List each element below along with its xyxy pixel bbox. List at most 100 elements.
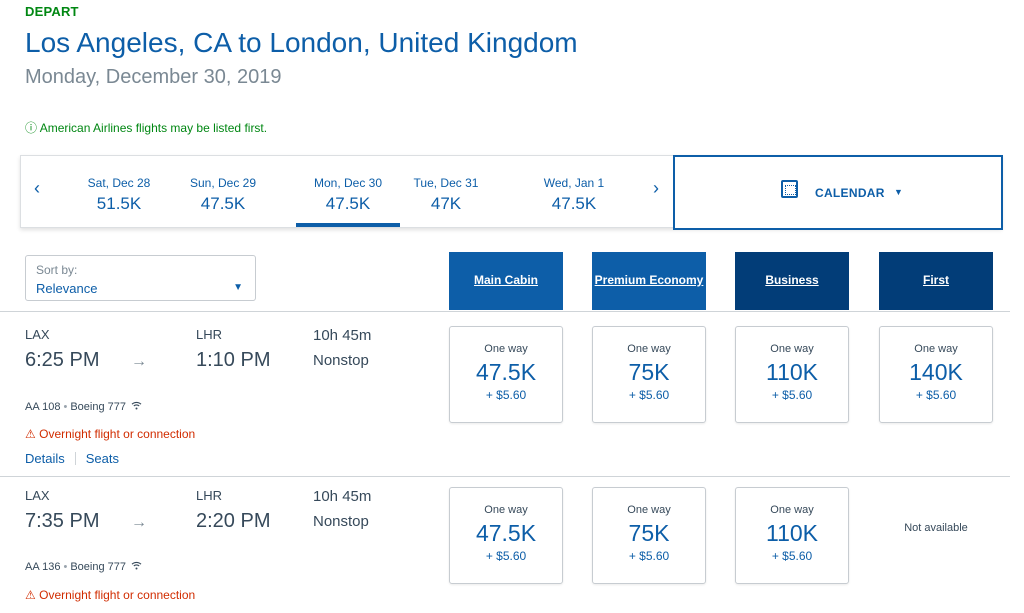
fare-tax: + $5.60 — [915, 388, 957, 402]
date-option-label: Tue, Dec 31 — [413, 176, 479, 190]
cabin-header-first[interactable]: First — [879, 252, 993, 310]
fare-tax: + $5.60 — [771, 549, 813, 563]
date-option-dec-30-selected[interactable]: Mon, Dec 30 47.5K — [296, 156, 400, 227]
next-dates-arrow-icon[interactable]: › — [653, 178, 659, 198]
date-option-jan-1[interactable]: Wed, Jan 1 47.5K — [522, 156, 626, 227]
fare-tax: + $5.60 — [485, 388, 527, 402]
wifi-icon — [131, 401, 142, 410]
details-link[interactable]: Details — [25, 451, 65, 466]
destination-code: LHR — [196, 488, 223, 503]
warning-text: Overnight flight or connection — [39, 427, 196, 441]
row-divider — [0, 311, 1010, 312]
chevron-down-icon: ▼ — [233, 282, 243, 293]
aa-first-notice: ⓘ American Airlines flights may be liste… — [25, 119, 267, 136]
fare-price: 110K — [765, 520, 818, 546]
date-option-label: Sat, Dec 28 — [87, 176, 151, 190]
calendar-label: CALENDAR — [815, 186, 885, 200]
fare-business[interactable]: One way 110K + $5.60 — [735, 326, 849, 423]
info-icon: ⓘ — [25, 121, 38, 135]
stops: Nonstop — [313, 352, 369, 369]
fare-label: One way — [627, 504, 671, 516]
date-option-dec-28[interactable]: Sat, Dec 28 51.5K — [67, 156, 171, 227]
fare-tax: + $5.60 — [628, 549, 670, 563]
arrow-right-icon: → — [131, 353, 147, 370]
warning-text: Overnight flight or connection — [39, 588, 196, 602]
fare-price: 47.5K — [475, 520, 537, 546]
separator-dot: • — [63, 401, 68, 413]
date-option-label: Wed, Jan 1 — [543, 176, 605, 190]
sort-label: Sort by: — [36, 263, 78, 277]
overnight-warning: ⚠ Overnight flight or connection — [25, 427, 195, 441]
duration: 10h 45m — [313, 327, 372, 344]
fare-price: 47.5K — [475, 359, 537, 385]
notice-text: American Airlines flights may be listed … — [39, 121, 268, 135]
separator-dot: • — [63, 561, 68, 573]
fare-first-not-available: Not available — [904, 522, 968, 534]
travel-date: Monday, December 30, 2019 — [25, 66, 282, 88]
date-option-price: 47.5K — [200, 194, 246, 213]
cabin-label: Business — [765, 273, 819, 287]
arrive-time: 2:20 PM — [196, 510, 271, 532]
fare-label: One way — [914, 343, 958, 355]
date-option-label: Sun, Dec 29 — [189, 176, 257, 190]
flight-number: AA 136 — [25, 561, 61, 573]
cabin-header-business[interactable]: Business — [735, 252, 849, 310]
flight-number: AA 108 — [25, 401, 61, 413]
date-option-label: Mon, Dec 30 — [313, 176, 383, 190]
fare-main-cabin[interactable]: One way 47.5K + $5.60 — [449, 326, 563, 423]
fare-label: One way — [770, 343, 814, 355]
date-option-dec-29[interactable]: Sun, Dec 29 47.5K — [171, 156, 275, 227]
cabin-header-premium-economy[interactable]: Premium Economy — [592, 252, 706, 310]
depart-time: 7:35 PM — [25, 510, 100, 532]
date-option-price: 47K — [430, 194, 462, 213]
destination-code: LHR — [196, 327, 223, 342]
depart-label: DEPART — [25, 4, 79, 19]
arrow-right-icon: → — [131, 514, 147, 531]
arrive-time: 1:10 PM — [196, 349, 271, 371]
fare-premium-economy[interactable]: One way 75K + $5.60 — [592, 326, 706, 423]
date-strip: ‹ Sat, Dec 28 51.5K Sun, Dec 29 47.5K Mo… — [20, 155, 1003, 230]
fare-price: 75K — [628, 359, 670, 385]
fare-price: 140K — [909, 359, 963, 385]
flight-row-aa108: LAX LHR 6:25 PM → 1:10 PM 10h 45m Nonsto… — [0, 311, 1010, 476]
fare-main-cabin[interactable]: One way 47.5K + $5.60 — [449, 487, 563, 584]
date-option-price: 47.5K — [551, 194, 597, 213]
date-option-dec-31[interactable]: Tue, Dec 31 47K — [394, 156, 498, 227]
aircraft-type: Boeing 777 — [70, 401, 127, 413]
cabin-header-main-cabin[interactable]: Main Cabin — [449, 252, 563, 310]
date-option-price: 47.5K — [325, 194, 371, 213]
fare-premium-economy[interactable]: One way 75K + $5.60 — [592, 487, 706, 584]
row-divider — [0, 476, 1010, 477]
seats-link[interactable]: Seats — [85, 451, 119, 466]
link-separator — [74, 452, 76, 465]
fare-label: One way — [627, 343, 671, 355]
calendar-icon — [781, 180, 798, 198]
flight-row-aa136: LAX LHR 7:35 PM → 2:20 PM 10h 45m Nonsto… — [0, 476, 1010, 613]
stops: Nonstop — [313, 513, 369, 530]
fare-first[interactable]: One way 140K + $5.60 — [879, 326, 993, 423]
flight-info: AA 108 • Boeing 777 — [25, 401, 142, 413]
cabin-label: First — [922, 273, 949, 287]
depart-time: 6:25 PM — [25, 349, 100, 371]
cabin-label: Main Cabin — [473, 273, 538, 287]
flight-info: AA 136 • Boeing 777 — [25, 561, 142, 573]
fare-label: One way — [770, 504, 814, 516]
fare-tax: + $5.60 — [771, 388, 813, 402]
calendar-button[interactable]: CALENDAR ▼ — [673, 155, 1003, 230]
sort-by-select[interactable]: Sort by: Relevance ▼ — [25, 255, 256, 301]
date-option-price: 51.5K — [96, 194, 142, 213]
origin-code: LAX — [25, 488, 50, 503]
prev-dates-arrow-icon[interactable]: ‹ — [34, 178, 40, 198]
flight-links: Details Seats — [25, 451, 119, 466]
wifi-icon — [131, 561, 142, 570]
fare-business[interactable]: One way 110K + $5.60 — [735, 487, 849, 584]
cabin-label: Premium Economy — [594, 273, 704, 287]
chevron-down-icon: ▼ — [894, 187, 903, 197]
fare-label: One way — [484, 504, 528, 516]
sort-value: Relevance — [36, 281, 98, 296]
origin-code: LAX — [25, 327, 50, 342]
fare-tax: + $5.60 — [628, 388, 670, 402]
fare-label: One way — [484, 343, 528, 355]
overnight-warning: ⚠ Overnight flight or connection — [25, 588, 195, 602]
fare-tax: + $5.60 — [485, 549, 527, 563]
